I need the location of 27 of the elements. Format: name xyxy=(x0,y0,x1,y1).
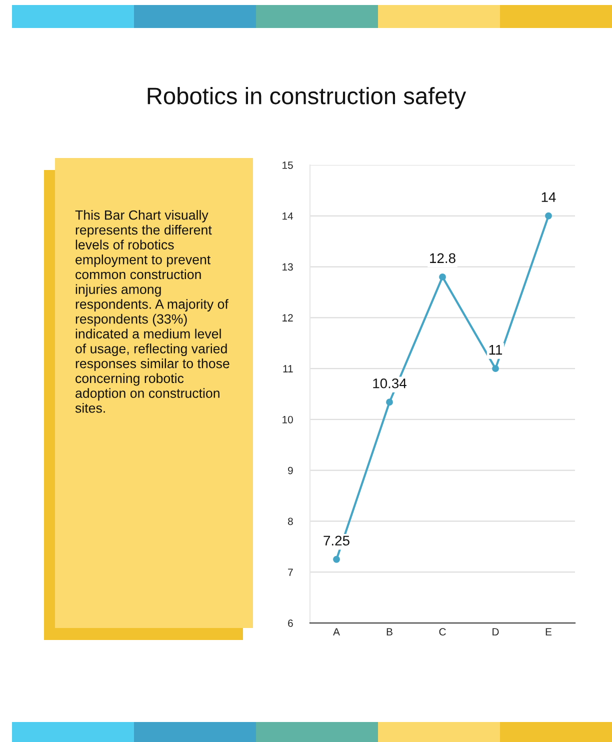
point xyxy=(386,398,393,406)
point xyxy=(439,273,446,280)
data-label: 11 xyxy=(489,345,502,355)
text: This Bar Chart visually represents the different levels of robotics employment to prevent common construction injuries among respondents. A majority of respondents (33%) indicated a medium level of usage, reflecting varied responses similar to those concerning robotic adoption on construction sites. xyxy=(75,210,230,413)
x-tick-label: A xyxy=(333,628,340,636)
y-tick-label: 13 xyxy=(282,263,293,271)
x-tick-label: E xyxy=(546,628,552,636)
y-tick-label: 6 xyxy=(288,620,293,627)
y-tick-label: 11 xyxy=(283,365,293,372)
data-label: 14 xyxy=(542,192,556,202)
y-tick-label: 12 xyxy=(282,314,293,322)
y-tick-label: 10 xyxy=(282,416,293,424)
point xyxy=(333,556,340,563)
chart-title: Robotics in construction safety xyxy=(148,86,466,110)
point xyxy=(492,365,499,372)
y-tick-label: 15 xyxy=(282,162,293,169)
data-label: 10.34 xyxy=(373,378,406,388)
data-label: 7.25 xyxy=(324,536,350,546)
x-tick-label: C xyxy=(439,628,446,636)
y-tick-label: 8 xyxy=(288,518,293,526)
x-tick-label: D xyxy=(492,628,499,636)
x-tick-label: B xyxy=(386,628,392,636)
y-tick-label: 14 xyxy=(282,212,294,220)
y-tick-label: 7 xyxy=(288,568,293,576)
data-label: 12.8 xyxy=(430,253,456,264)
point xyxy=(545,212,552,220)
y-tick-label: 9 xyxy=(288,466,293,474)
